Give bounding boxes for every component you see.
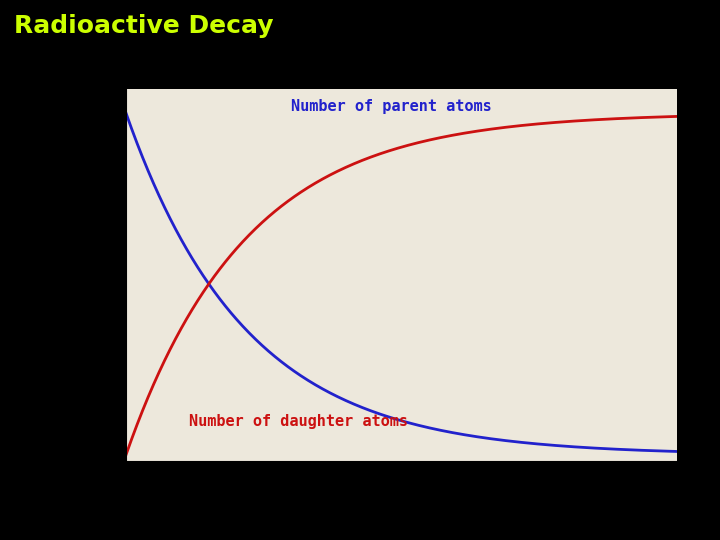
Text: of: of [37, 259, 55, 274]
Text: Radioactive Decay: Radioactive Decay [14, 14, 274, 37]
Text: Number of daughter atoms: Number of daughter atoms [189, 414, 408, 429]
Text: Number: Number [19, 191, 73, 206]
X-axis label: Number of half lives: Number of half lives [302, 497, 501, 515]
Text: atoms: atoms [23, 335, 69, 349]
Text: Number of parent atoms: Number of parent atoms [291, 99, 492, 114]
